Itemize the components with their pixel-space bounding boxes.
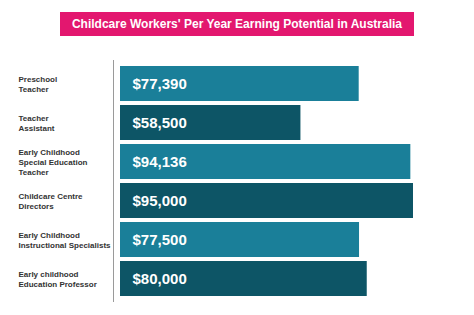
svg-text:$77,500: $77,500 <box>133 231 187 248</box>
svg-text:$95,000: $95,000 <box>133 192 187 209</box>
svg-text:$94,136: $94,136 <box>133 153 187 170</box>
svg-text:Early ChildhoodSpecial Educati: Early ChildhoodSpecial EducationTeacher <box>19 148 88 177</box>
svg-text:TeacherAssistant: TeacherAssistant <box>19 114 55 133</box>
svg-text:Childcare CentreDirectors: Childcare CentreDirectors <box>19 192 84 211</box>
svg-text:Early ChildhoodInstructional S: Early ChildhoodInstructional Specialists <box>19 231 112 250</box>
svg-text:$80,000: $80,000 <box>133 270 187 287</box>
svg-text:$77,390: $77,390 <box>133 75 187 92</box>
html-text:Childcare Workers' Per Year Ea: Childcare Workers' Per Year Earning Pote… <box>72 17 402 31</box>
svg-text:PreschoolTeacher: PreschoolTeacher <box>19 75 58 94</box>
svg-text:Early childhoodEducation Profe: Early childhoodEducation Professor <box>19 270 97 289</box>
svg-text:$58,500: $58,500 <box>133 114 187 131</box>
